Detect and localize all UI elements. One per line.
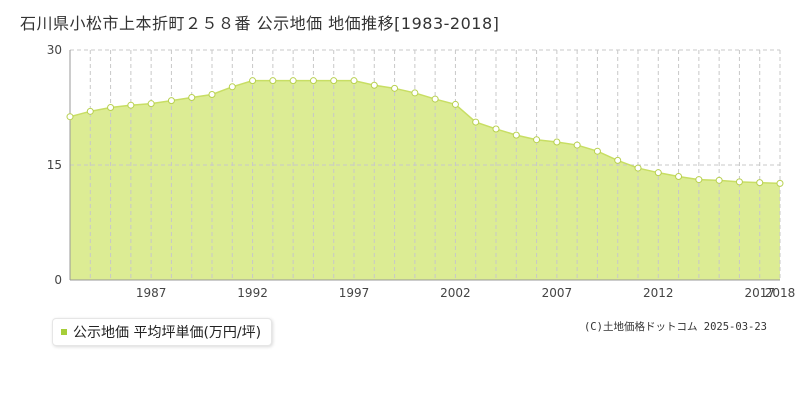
data-point bbox=[695, 176, 703, 184]
chart-title: 石川県小松市上本折町２５８番 公示地価 地価推移[1983-2018] bbox=[20, 14, 500, 33]
legend: 公示地価 平均坪単価(万円/坪) bbox=[52, 318, 273, 346]
data-point bbox=[391, 84, 399, 92]
y-tick-label: 0 bbox=[54, 273, 62, 287]
data-point bbox=[675, 173, 683, 180]
data-point bbox=[451, 100, 459, 108]
data-point bbox=[533, 136, 541, 144]
data-point bbox=[147, 100, 155, 108]
data-point bbox=[634, 164, 642, 172]
data-point bbox=[127, 101, 135, 109]
data-point bbox=[269, 77, 277, 85]
data-point bbox=[228, 83, 236, 91]
y-tick-label: 30 bbox=[47, 43, 62, 57]
data-point bbox=[512, 131, 520, 139]
legend-label: 公示地価 平均坪単価(万円/坪) bbox=[73, 325, 262, 341]
data-point bbox=[167, 97, 175, 105]
data-point bbox=[289, 77, 297, 85]
legend-swatch-icon bbox=[61, 329, 67, 335]
x-tick-label: 2007 bbox=[542, 286, 573, 300]
data-point bbox=[472, 118, 480, 126]
data-point bbox=[492, 125, 500, 133]
data-point bbox=[756, 179, 764, 187]
y-tick-label: 15 bbox=[47, 158, 62, 172]
data-point bbox=[309, 77, 317, 85]
data-point bbox=[350, 77, 358, 85]
data-point bbox=[593, 147, 601, 155]
data-point bbox=[715, 176, 723, 184]
data-point bbox=[431, 95, 439, 103]
data-point bbox=[654, 169, 662, 177]
data-point bbox=[776, 179, 784, 187]
data-point bbox=[86, 107, 94, 115]
x-tick-label: 2002 bbox=[440, 286, 471, 300]
x-tick-label: 2018 bbox=[765, 286, 796, 300]
data-point bbox=[188, 94, 196, 102]
data-point bbox=[411, 89, 419, 97]
data-point bbox=[66, 113, 74, 121]
data-point bbox=[249, 77, 257, 85]
series-area bbox=[70, 80, 780, 280]
data-point bbox=[330, 77, 338, 85]
data-point bbox=[370, 81, 378, 89]
data-point bbox=[614, 156, 622, 164]
data-point bbox=[573, 141, 581, 149]
x-tick-label: 1987 bbox=[136, 286, 167, 300]
x-tick-label: 1992 bbox=[237, 286, 268, 300]
credit-text: (C)土地価格ドットコム 2025-03-23 bbox=[583, 321, 767, 333]
data-point bbox=[735, 178, 743, 186]
data-point bbox=[208, 90, 216, 98]
data-point bbox=[107, 104, 115, 111]
x-tick-label: 2012 bbox=[643, 286, 674, 300]
data-point bbox=[553, 138, 561, 146]
x-tick-label: 1997 bbox=[339, 286, 370, 300]
x-tick-label: 2017 bbox=[744, 286, 775, 300]
